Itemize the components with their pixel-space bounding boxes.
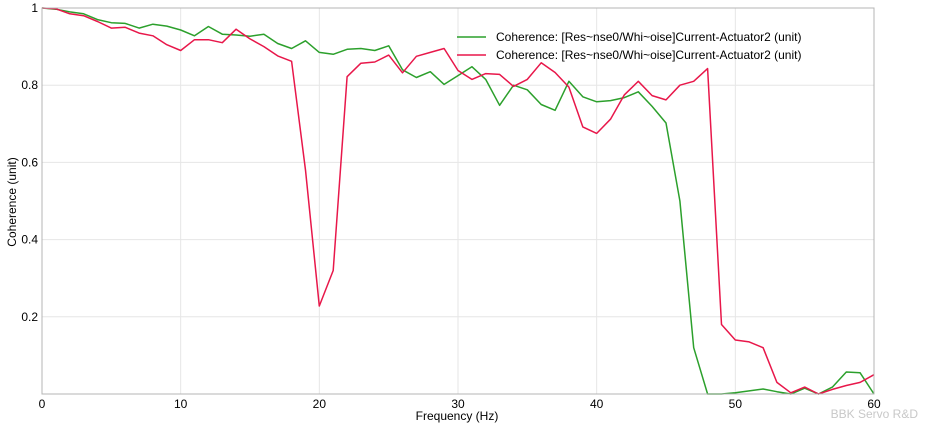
- y-tick-label: 0.4: [21, 233, 38, 247]
- x-tick-label: 30: [451, 397, 465, 411]
- watermark: BBK Servo R&D: [831, 407, 919, 421]
- y-tick-label: 1: [31, 1, 38, 15]
- x-tick-label: 20: [313, 397, 327, 411]
- plot-frame: [41, 7, 875, 395]
- x-tick-label: 50: [729, 397, 743, 411]
- legend-label-2: Coherence: [Res~nse0/Whi~oise]Current-Ac…: [496, 48, 801, 62]
- series-line-1: [41, 7, 875, 395]
- x-tick-label: 60: [867, 397, 881, 411]
- y-axis-label: Coherence (unit): [5, 157, 19, 246]
- plot-area: [41, 7, 875, 395]
- legend: Coherence: [Res~nse0/Whi~oise]Current-Ac…: [457, 30, 801, 62]
- x-tick-label: 10: [174, 397, 188, 411]
- x-tick-label: 0: [39, 397, 46, 411]
- y-tick-label: 0.6: [21, 155, 38, 169]
- x-tick-label: 40: [590, 397, 604, 411]
- y-tick-label: 0.2: [21, 310, 38, 324]
- series-line-2: [41, 7, 875, 395]
- y-tick-label: 0.8: [21, 78, 38, 92]
- x-axis-label: Frequency (Hz): [416, 409, 499, 423]
- axes: 0 10 20 30 40 50 60 0.2 0.4 0.6 0.8 1: [21, 1, 881, 411]
- grid: [42, 8, 874, 394]
- legend-label-1: Coherence: [Res~nse0/Whi~oise]Current-Ac…: [496, 30, 801, 44]
